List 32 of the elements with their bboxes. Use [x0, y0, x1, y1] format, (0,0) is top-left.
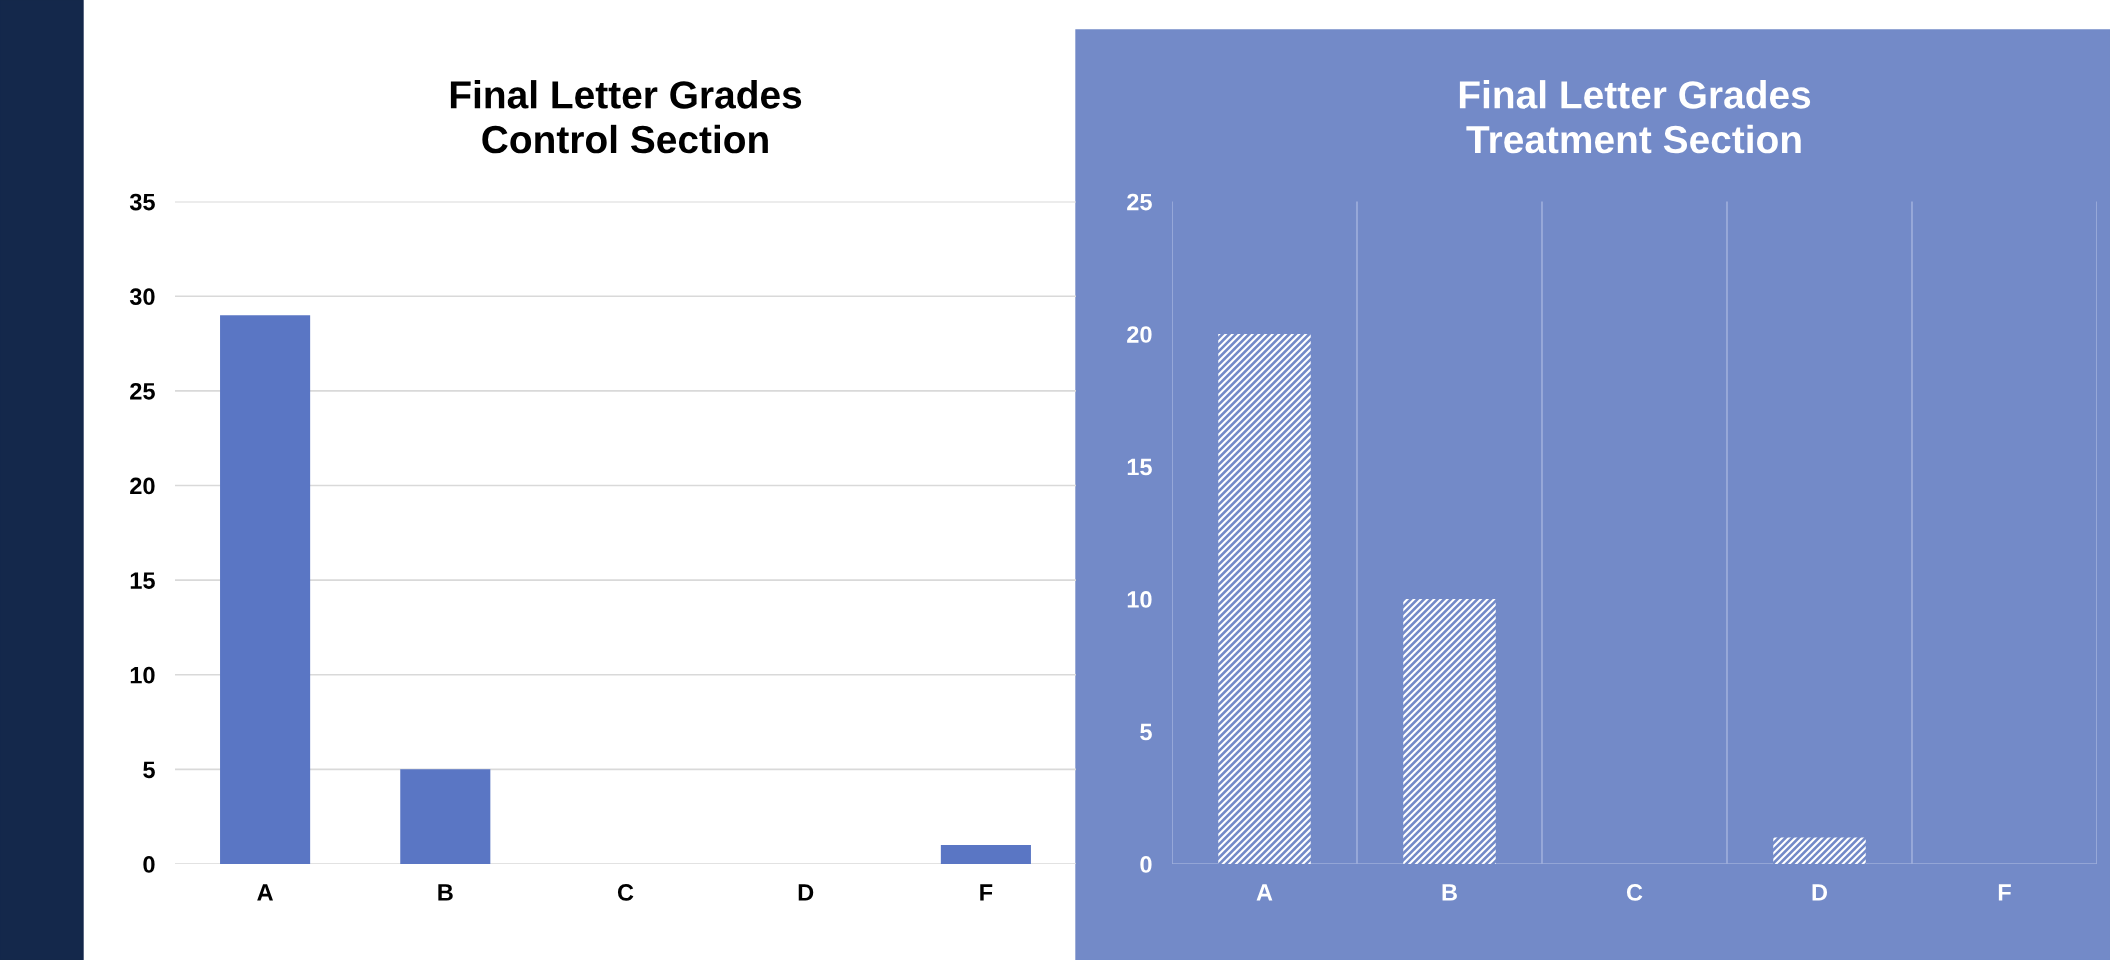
- x-tick-label: B: [438, 884, 453, 901]
- x-tick-label: C: [1626, 884, 1643, 901]
- x-tick-label: F: [980, 884, 993, 901]
- y-tick-label: 5: [143, 761, 155, 779]
- y-tick-label: 10: [1127, 591, 1152, 608]
- y-tick-label: 30: [129, 288, 155, 306]
- y-tick-label: 0: [143, 856, 155, 873]
- y-tick-label: 0: [1140, 856, 1152, 873]
- x-tick-label: A: [257, 884, 273, 901]
- bar: [1403, 599, 1496, 864]
- y-tick-label: 20: [130, 477, 155, 495]
- x-tick-label: C: [617, 884, 634, 901]
- chart-title: Final Letter Grades Treatment Section: [1459, 80, 1811, 154]
- bar: [220, 315, 311, 864]
- x-tick-label: D: [1812, 884, 1828, 901]
- y-tick-label: 25: [130, 382, 155, 400]
- x-tick-label: D: [798, 884, 814, 901]
- y-tick-label: 5: [1140, 723, 1152, 741]
- x-tick-label: A: [1256, 884, 1273, 901]
- y-tick-label: 35: [129, 193, 155, 211]
- bar: [940, 845, 1031, 864]
- bar: [1218, 334, 1311, 864]
- chart-title: Final Letter Grades Control Section: [450, 80, 802, 154]
- y-tick-label: 25: [1127, 193, 1152, 211]
- y-tick-label: 20: [1127, 326, 1152, 343]
- y-tick-label: 15: [130, 572, 155, 589]
- y-tick-label: 15: [1127, 458, 1152, 476]
- y-tick-label: 10: [130, 666, 155, 684]
- bar: [1773, 837, 1866, 864]
- bar: [400, 769, 491, 864]
- x-tick-label: F: [1998, 884, 2011, 901]
- x-tick-label: B: [1442, 884, 1457, 901]
